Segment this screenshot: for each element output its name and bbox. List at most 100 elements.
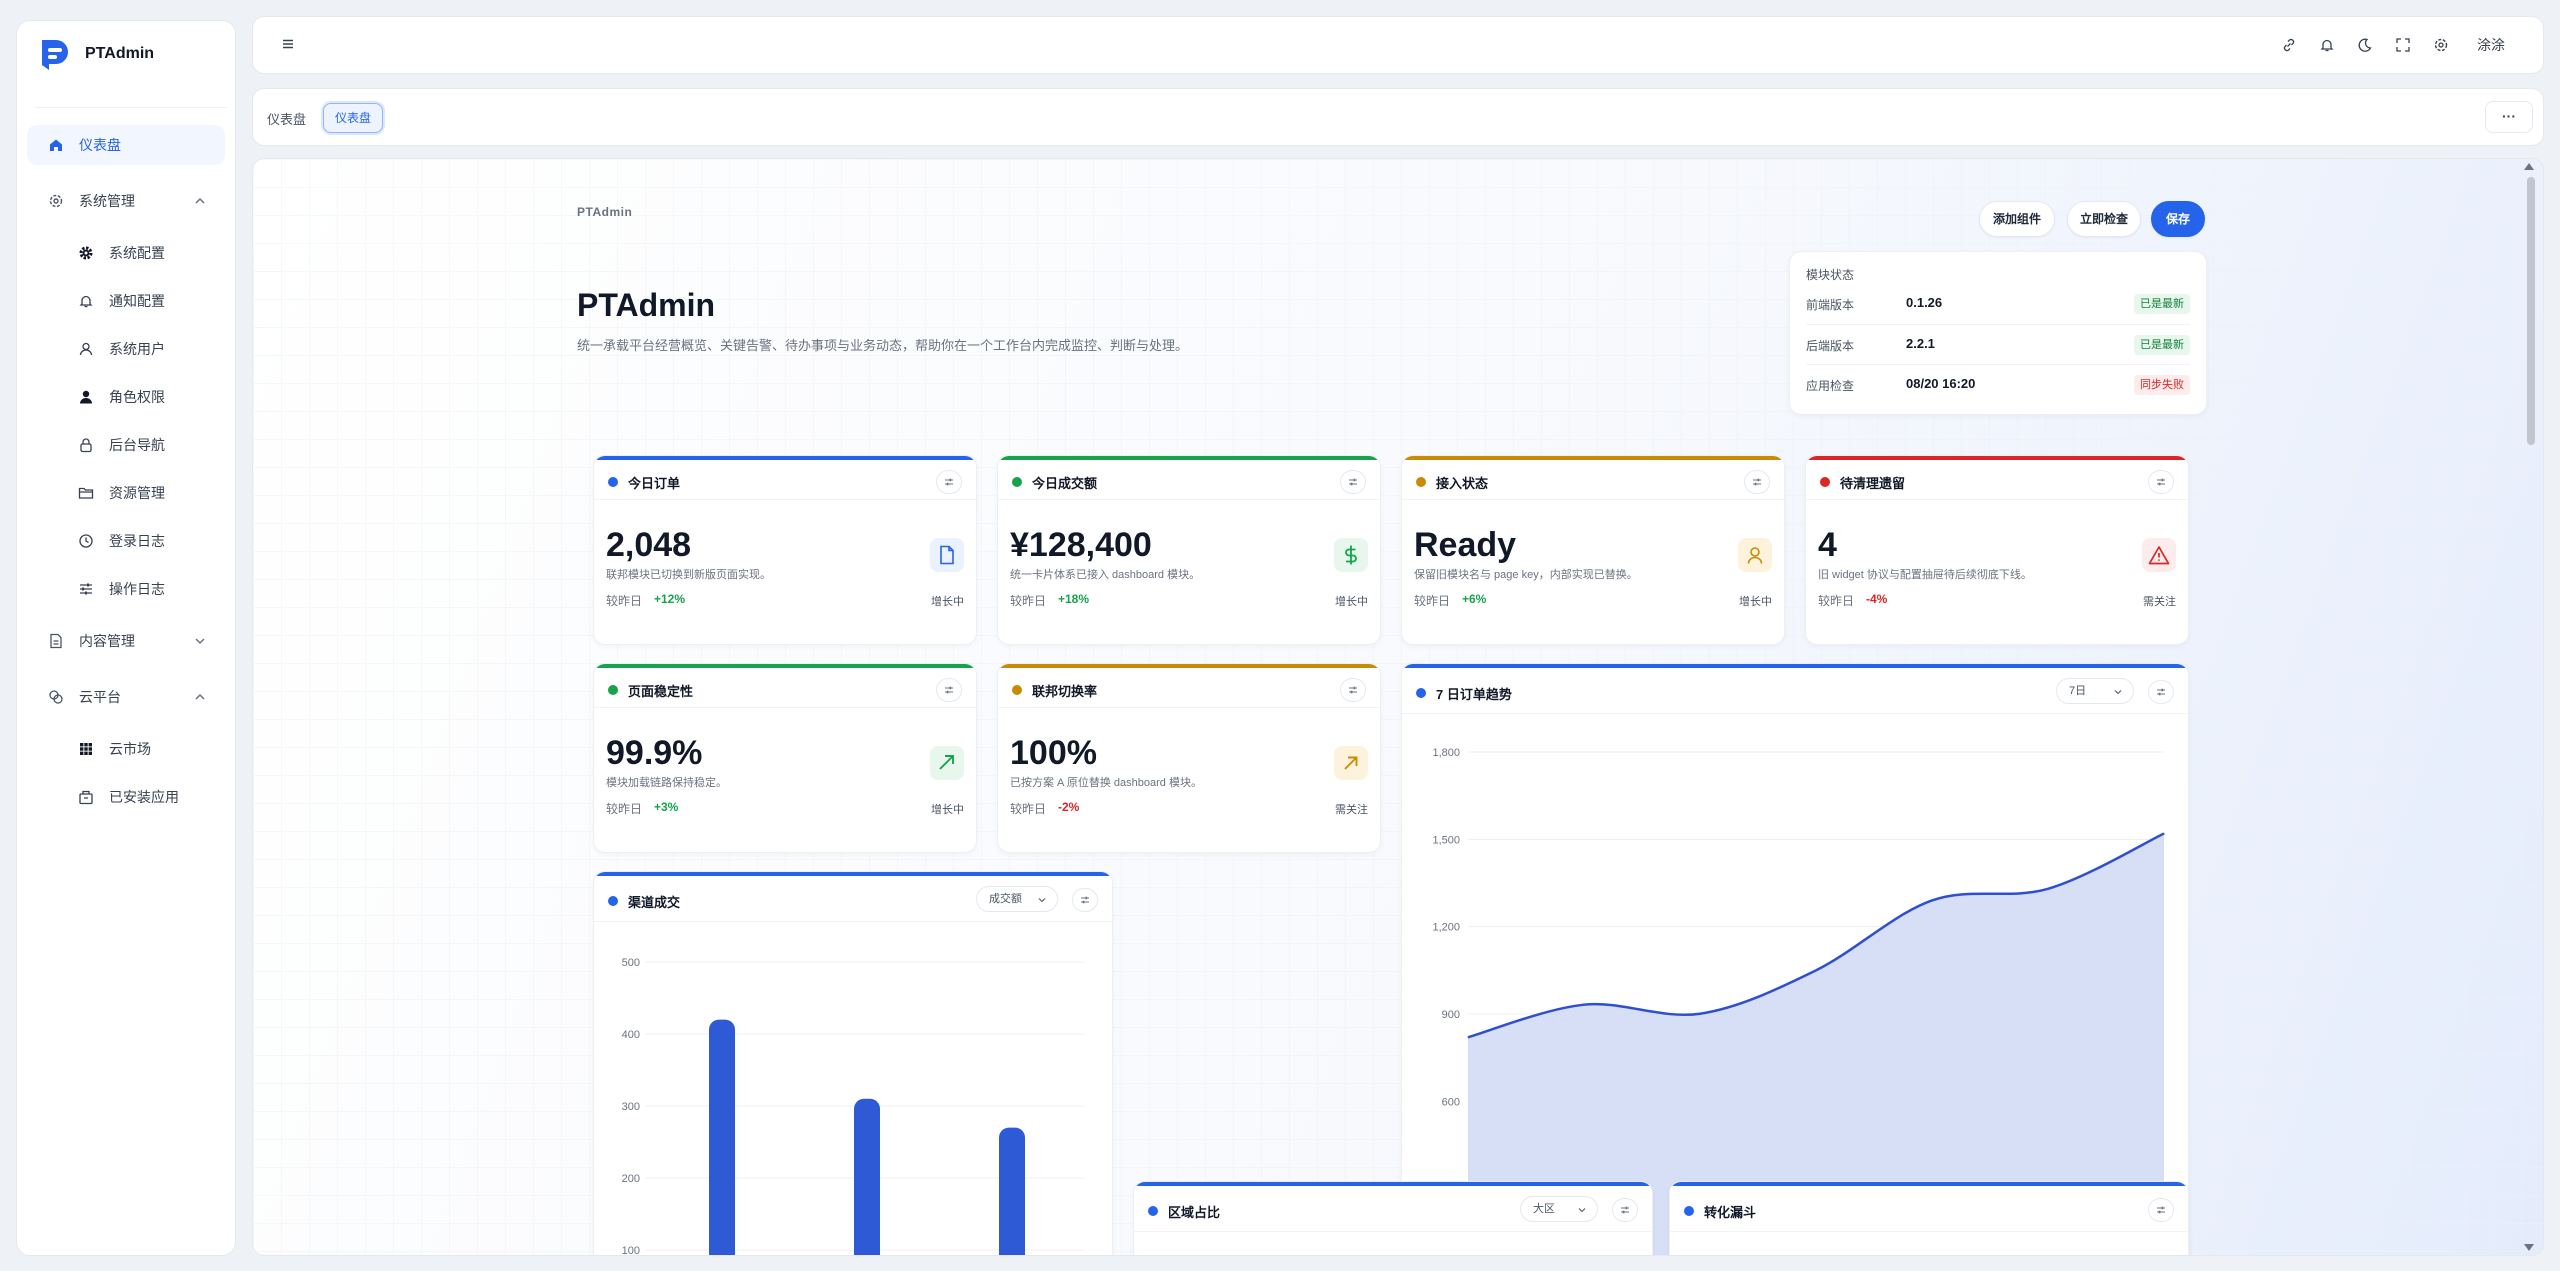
menu-toggle-icon[interactable]: [281, 37, 295, 51]
status-badge: 同步失败: [2134, 375, 2190, 395]
kpi-state: 增长中: [1335, 596, 1368, 608]
card-title: 7 日订单趋势: [1436, 687, 1512, 702]
sidebar-item-label: 系统配置: [109, 245, 165, 261]
area-fill: [1468, 833, 2164, 1255]
region-select-value: 大区: [1533, 1203, 1555, 1215]
status-row: 后端版本 2.2.1 已是最新: [1806, 324, 2190, 364]
status-dot: [1416, 688, 1426, 698]
kpi-change: -4%: [1866, 592, 1888, 606]
user-name[interactable]: 涂涂: [2477, 37, 2505, 53]
channel-chart: 100 200 300 400 500: [622, 957, 1084, 1256]
card-settings-button[interactable]: [2148, 1198, 2174, 1222]
card-title: 待清理遗留: [1840, 476, 1906, 491]
card-settings-button[interactable]: [936, 470, 962, 494]
sidebar-item-system-users[interactable]: 系统用户: [27, 329, 225, 369]
status-row: 前端版本 0.1.26 已是最新: [1806, 284, 2190, 324]
status-value: 2.2.1: [1906, 336, 1935, 351]
user-filled-icon: [77, 388, 95, 406]
sidebar-item-admin-nav[interactable]: 后台导航: [27, 425, 225, 465]
y-tick-label: 1,500: [1432, 834, 1460, 846]
sidebar-item-label: 登录日志: [109, 533, 165, 549]
sidebar-item-content[interactable]: 内容管理: [27, 621, 225, 661]
bell-icon: [77, 292, 95, 310]
check-now-button[interactable]: 立即检查: [2067, 201, 2141, 237]
scroll-up-arrow[interactable]: [2524, 163, 2534, 170]
sidebar-item-system-config[interactable]: 系统配置: [27, 233, 225, 273]
arrow-up-right-icon: [1334, 746, 1368, 780]
card-settings-button[interactable]: [1340, 678, 1366, 702]
y-tick-label: 1,200: [1432, 922, 1460, 934]
fullscreen-icon[interactable]: [2393, 35, 2413, 55]
card-settings-button[interactable]: [1744, 470, 1770, 494]
add-widget-button[interactable]: 添加组件: [1979, 201, 2055, 237]
hero-brand: PTAdmin: [577, 205, 633, 219]
sidebar-item-resources[interactable]: 资源管理: [27, 473, 225, 513]
y-tick-label: 600: [1442, 1096, 1460, 1108]
scroll-down-arrow[interactable]: [2524, 1244, 2534, 1251]
status-badge: 已是最新: [2134, 335, 2190, 355]
kpi-compare-label: 较昨日: [1818, 594, 1855, 608]
dollar-icon: [1334, 538, 1368, 572]
moon-icon[interactable]: [2355, 35, 2375, 55]
kpi-state: 增长中: [1739, 596, 1772, 608]
brand[interactable]: PTAdmin: [17, 21, 235, 87]
package-icon: [77, 788, 95, 806]
sidebar-item-op-log[interactable]: 操作日志: [27, 569, 225, 609]
breadcrumb[interactable]: 仪表盘: [267, 112, 307, 127]
kpi-change: +6%: [1462, 592, 1487, 606]
scrollbar-thumb[interactable]: [2527, 177, 2535, 445]
divider: [35, 107, 227, 108]
tab-dashboard[interactable]: 仪表盘: [323, 103, 384, 133]
y-tick-label: 100: [622, 1245, 640, 1256]
sidebar-item-role-perms[interactable]: 角色权限: [27, 377, 225, 417]
y-tick-label: 1,800: [1432, 747, 1460, 759]
card-title: 渠道成交: [628, 895, 681, 910]
range-select[interactable]: 7日: [2056, 678, 2134, 704]
sidebar-item-cloud[interactable]: 云平台: [27, 677, 225, 717]
card-title: 区域占比: [1168, 1205, 1221, 1220]
kpi-compare-label: 较昨日: [1010, 802, 1047, 816]
kpi-description: 统一卡片体系已接入 dashboard 模块。: [1010, 569, 1201, 581]
sidebar-item-system[interactable]: 系统管理: [27, 181, 225, 221]
kpi-card: 页面稳定性 99.9% 模块加载链路保持稳定。 较昨日 +3% 增长中: [593, 663, 977, 853]
card-settings-button[interactable]: [2148, 680, 2174, 704]
card-accent: [998, 664, 1380, 668]
chevron-down-icon: [2114, 690, 2122, 695]
sidebar-item-label: 后台导航: [109, 437, 165, 453]
card-settings-button[interactable]: [1072, 888, 1098, 912]
sidebar-item-cloud-market[interactable]: 云市场: [27, 729, 225, 769]
card-settings-button[interactable]: [1340, 470, 1366, 494]
funnel-chart-card: 转化漏斗: [1669, 1181, 2189, 1255]
card-title: 转化漏斗: [1704, 1205, 1757, 1220]
kpi-value: 2,048: [606, 526, 692, 564]
status-label: 前端版本: [1806, 298, 1855, 312]
sidebar-item-label: 资源管理: [109, 485, 165, 501]
status-dot: [608, 477, 618, 487]
more-button[interactable]: ···: [2485, 101, 2533, 133]
tabbar: 仪表盘 仪表盘 ···: [252, 88, 2544, 146]
data-point: [1699, 1013, 1701, 1015]
card-title: 今日成交额: [1032, 476, 1098, 491]
card-settings-button[interactable]: [1612, 1198, 1638, 1222]
kpi-change: -2%: [1058, 800, 1080, 814]
status-label: 后端版本: [1806, 339, 1855, 353]
bell-icon[interactable]: [2317, 35, 2337, 55]
save-button[interactable]: 保存: [2151, 201, 2205, 237]
settings-icon[interactable]: [2431, 35, 2451, 55]
sliders-icon: [2157, 688, 2165, 696]
sidebar-item-login-log[interactable]: 登录日志: [27, 521, 225, 561]
cloud-link-icon: [47, 688, 65, 706]
metric-select[interactable]: 成交额: [976, 886, 1058, 912]
card-settings-button[interactable]: [936, 678, 962, 702]
link-icon[interactable]: [2279, 35, 2299, 55]
status-badge: 已是最新: [2134, 294, 2190, 314]
status-row: 应用检查 08/20 16:20 同步失败: [1806, 364, 2190, 404]
sidebar-item-label: 角色权限: [109, 389, 165, 405]
sidebar-item-notify-config[interactable]: 通知配置: [27, 281, 225, 321]
region-select[interactable]: 大区: [1520, 1196, 1598, 1222]
sidebar-item-label: 操作日志: [109, 581, 165, 597]
card-settings-button[interactable]: [2148, 470, 2174, 494]
sidebar-item-label: 系统管理: [79, 193, 135, 209]
sidebar-item-installed-apps[interactable]: 已安装应用: [27, 777, 225, 817]
sidebar-item-dashboard[interactable]: 仪表盘: [27, 125, 225, 165]
